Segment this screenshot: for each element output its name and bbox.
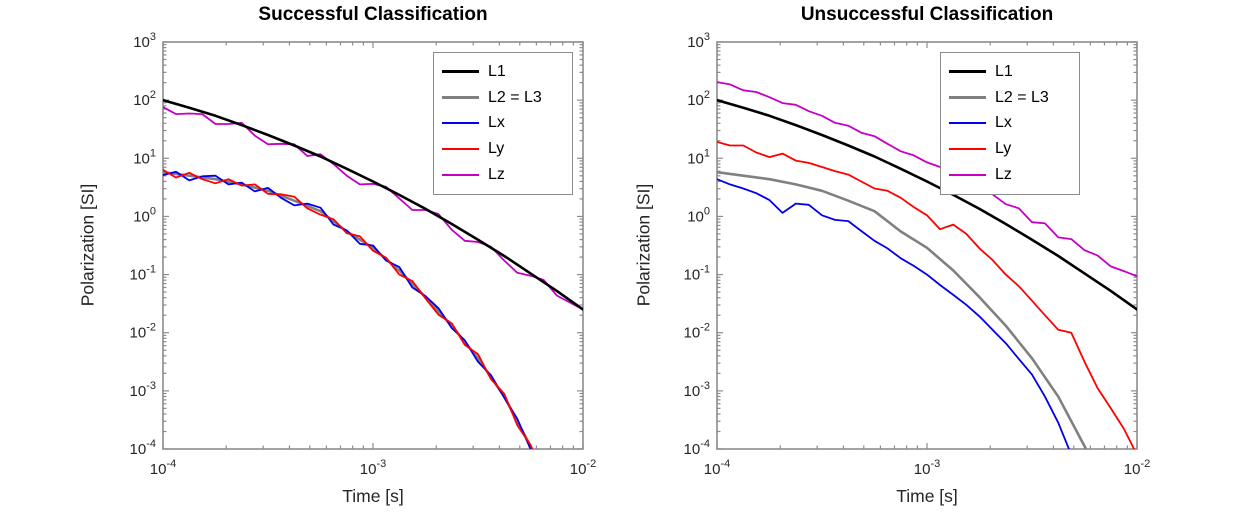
tick-marks [716,41,1138,450]
svg-text:102: 102 [687,89,710,109]
legend-item-ly: Ly [434,138,572,160]
legend-line-sample [949,70,986,74]
svg-text:101: 101 [687,147,710,167]
svg-text:100: 100 [687,205,710,225]
legend-item-lz: Lz [941,164,1079,186]
legend-label: Lz [488,166,505,184]
svg-text:10-2: 10-2 [130,322,156,342]
svg-text:10-3: 10-3 [684,380,710,400]
x-axis-label-right: Time [s] [896,486,958,506]
svg-text:10-3: 10-3 [130,380,156,400]
legend-item-lx: Lx [434,112,572,134]
series-l1-right [717,98,1137,311]
svg-text:101: 101 [133,147,156,167]
svg-text:10-3: 10-3 [360,458,386,478]
series-lx-right [717,178,1070,449]
series-lz-right [717,81,1137,278]
x-axis-label-left: Time [s] [342,486,404,506]
tick-labels: 103 102 101 100 10-1 10-2 10-3 10-410-4 10-3 10-2 [130,31,597,478]
legend-item-ly: Ly [941,138,1079,160]
svg-text:10-1: 10-1 [684,264,710,284]
series-lx-left [163,170,532,449]
svg-text:10-4: 10-4 [150,458,176,478]
legend-label: L1 [488,62,506,80]
legend-label: L2 = L3 [488,88,542,106]
series-lines [717,81,1137,449]
series-l2-l3-right [717,170,1088,449]
svg-text:10-3: 10-3 [914,458,940,478]
legend-line-sample [442,70,479,74]
legend-line-sample [949,174,986,177]
svg-text:10-2: 10-2 [570,458,596,478]
legend-label: Lx [488,114,505,132]
panel-title-right: Unsuccessful Classification [800,4,1054,25]
svg-text:10-1: 10-1 [130,264,156,284]
svg-text:103: 103 [687,31,710,51]
legend-label: L2 = L3 [995,88,1049,106]
svg-text:10-4: 10-4 [704,458,730,478]
legend-right: L1 L2 = L3 Lx Ly Lz [940,52,1080,195]
y-axis-label-left: Polarization [SI] [77,183,98,307]
legend-label: Lz [995,166,1012,184]
panel-title-left: Successful Classification [258,4,488,25]
legend-item-lz: Lz [434,164,572,186]
legend-item-l1: L1 [434,61,572,83]
series-lines [163,98,583,449]
series-l1-left [163,98,583,311]
legend-label: Ly [995,140,1012,158]
svg-text:10-4: 10-4 [684,438,710,458]
legend-label: L1 [995,62,1013,80]
legend-line-sample [949,96,986,100]
svg-text:100: 100 [133,205,156,225]
y-axis-label-right: Polarization [SI] [633,183,654,307]
legend-line-sample [442,96,479,100]
svg-text:102: 102 [133,89,156,109]
legend-item-l2l3: L2 = L3 [941,87,1079,109]
svg-text:10-2: 10-2 [684,322,710,342]
tick-labels: 103 102 101 100 10-1 10-2 10-3 10-410-4 10-3 10-2 [684,31,1151,478]
legend-left: L1 L2 = L3 Lx Ly Lz [433,52,573,195]
series-ly-left [163,169,534,449]
svg-text:10-4: 10-4 [130,438,156,458]
legend-label: Lx [995,114,1012,132]
svg-text:103: 103 [133,31,156,51]
series-ly-right [717,141,1136,449]
series-lz-left [163,106,583,311]
legend-item-l1: L1 [941,61,1079,83]
svg-text:10-2: 10-2 [1124,458,1150,478]
legend-line-sample [949,122,986,125]
legend-item-l2l3: L2 = L3 [434,87,572,109]
legend-line-sample [442,148,479,151]
legend-line-sample [442,122,479,125]
legend-item-lx: Lx [941,112,1079,134]
tick-marks [162,41,584,450]
legend-line-sample [442,174,479,177]
legend-line-sample [949,148,986,151]
legend-label: Ly [488,140,505,158]
